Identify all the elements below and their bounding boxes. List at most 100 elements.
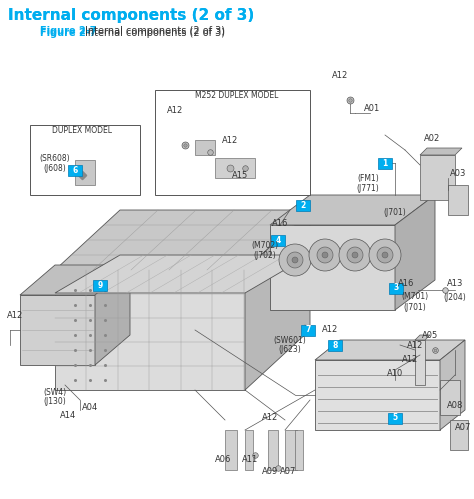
Circle shape xyxy=(309,239,341,271)
Text: A07: A07 xyxy=(455,424,471,433)
Polygon shape xyxy=(95,265,130,365)
FancyBboxPatch shape xyxy=(68,165,82,176)
Circle shape xyxy=(339,239,371,271)
Text: A03: A03 xyxy=(450,169,466,178)
Polygon shape xyxy=(415,335,430,340)
Polygon shape xyxy=(245,210,310,390)
Text: A12: A12 xyxy=(167,105,183,114)
Text: Internal components (2 of 3): Internal components (2 of 3) xyxy=(85,28,225,38)
Text: A16: A16 xyxy=(398,279,414,288)
Polygon shape xyxy=(75,160,95,185)
Circle shape xyxy=(377,247,393,263)
Text: DUPLEX MODEL: DUPLEX MODEL xyxy=(52,126,112,135)
Polygon shape xyxy=(395,195,435,310)
FancyBboxPatch shape xyxy=(296,200,310,211)
Polygon shape xyxy=(55,210,310,270)
Circle shape xyxy=(279,244,311,276)
Text: A08: A08 xyxy=(447,401,463,410)
Polygon shape xyxy=(295,430,303,470)
Polygon shape xyxy=(450,420,468,450)
Text: 4: 4 xyxy=(275,236,281,245)
Text: A12: A12 xyxy=(322,325,338,334)
Text: 8: 8 xyxy=(332,340,337,349)
Text: A10: A10 xyxy=(387,368,403,378)
Circle shape xyxy=(287,252,303,268)
Text: (M701): (M701) xyxy=(401,292,428,301)
Circle shape xyxy=(322,252,328,258)
Text: A12: A12 xyxy=(407,340,423,349)
Text: A12: A12 xyxy=(402,355,418,364)
Text: 5: 5 xyxy=(392,414,398,423)
Text: A12: A12 xyxy=(7,310,23,319)
Circle shape xyxy=(382,252,388,258)
Polygon shape xyxy=(285,430,297,470)
FancyBboxPatch shape xyxy=(301,324,315,335)
Text: A16: A16 xyxy=(272,219,288,228)
Polygon shape xyxy=(315,340,465,360)
Text: A02: A02 xyxy=(424,134,440,143)
Text: A11: A11 xyxy=(242,456,258,465)
Text: Internal components (2 of 3): Internal components (2 of 3) xyxy=(8,8,254,23)
FancyBboxPatch shape xyxy=(378,158,392,169)
Text: (J204): (J204) xyxy=(444,292,466,301)
Text: M252 DUPLEX MODEL: M252 DUPLEX MODEL xyxy=(195,90,279,99)
Circle shape xyxy=(352,252,358,258)
Text: (FM1): (FM1) xyxy=(357,174,379,183)
Text: Figure 2-7: Figure 2-7 xyxy=(40,26,97,36)
Polygon shape xyxy=(315,360,440,430)
Text: (SW4): (SW4) xyxy=(44,388,66,397)
Text: (J702): (J702) xyxy=(254,250,276,259)
Text: A06: A06 xyxy=(215,456,231,465)
Text: 2: 2 xyxy=(301,201,306,210)
Text: A05: A05 xyxy=(422,330,438,339)
Text: 9: 9 xyxy=(97,280,103,289)
Text: A01: A01 xyxy=(364,103,380,112)
Polygon shape xyxy=(420,155,455,200)
Text: 6: 6 xyxy=(73,166,78,175)
Text: A13: A13 xyxy=(447,279,463,288)
Polygon shape xyxy=(415,340,425,385)
Text: A12: A12 xyxy=(332,70,348,79)
Polygon shape xyxy=(225,430,237,470)
Text: (J130): (J130) xyxy=(44,397,66,406)
Text: (J623): (J623) xyxy=(279,345,301,354)
Circle shape xyxy=(292,257,298,263)
Text: 3: 3 xyxy=(393,283,399,292)
Text: 7: 7 xyxy=(305,325,310,334)
Text: A07: A07 xyxy=(280,468,296,477)
Polygon shape xyxy=(20,265,130,295)
FancyBboxPatch shape xyxy=(271,235,285,246)
Polygon shape xyxy=(268,430,278,470)
Polygon shape xyxy=(55,270,245,390)
Polygon shape xyxy=(448,185,468,215)
Text: A09: A09 xyxy=(262,468,278,477)
Bar xyxy=(155,90,310,195)
Circle shape xyxy=(347,247,363,263)
Polygon shape xyxy=(20,295,95,365)
Polygon shape xyxy=(215,158,255,178)
Text: (M702): (M702) xyxy=(251,241,279,250)
Circle shape xyxy=(369,239,401,271)
Polygon shape xyxy=(440,340,465,430)
Bar xyxy=(30,125,140,195)
Polygon shape xyxy=(195,140,215,155)
Text: (J771): (J771) xyxy=(356,184,379,193)
Text: (J701): (J701) xyxy=(383,208,406,217)
Polygon shape xyxy=(440,380,460,415)
Text: (SW601): (SW601) xyxy=(273,335,306,344)
Text: Internal components (2 of 3): Internal components (2 of 3) xyxy=(85,26,225,36)
Text: A12: A12 xyxy=(222,136,238,145)
FancyBboxPatch shape xyxy=(93,279,107,290)
FancyBboxPatch shape xyxy=(388,413,402,424)
Polygon shape xyxy=(55,255,310,293)
Text: (J701): (J701) xyxy=(404,302,427,311)
Text: Figure 2-7: Figure 2-7 xyxy=(40,28,97,38)
Text: (J608): (J608) xyxy=(44,164,66,173)
FancyBboxPatch shape xyxy=(328,339,342,350)
Text: A04: A04 xyxy=(82,404,98,413)
Polygon shape xyxy=(270,195,435,225)
Text: 1: 1 xyxy=(383,159,388,168)
Circle shape xyxy=(317,247,333,263)
Text: (SR608): (SR608) xyxy=(40,154,70,163)
Text: A15: A15 xyxy=(232,171,248,180)
